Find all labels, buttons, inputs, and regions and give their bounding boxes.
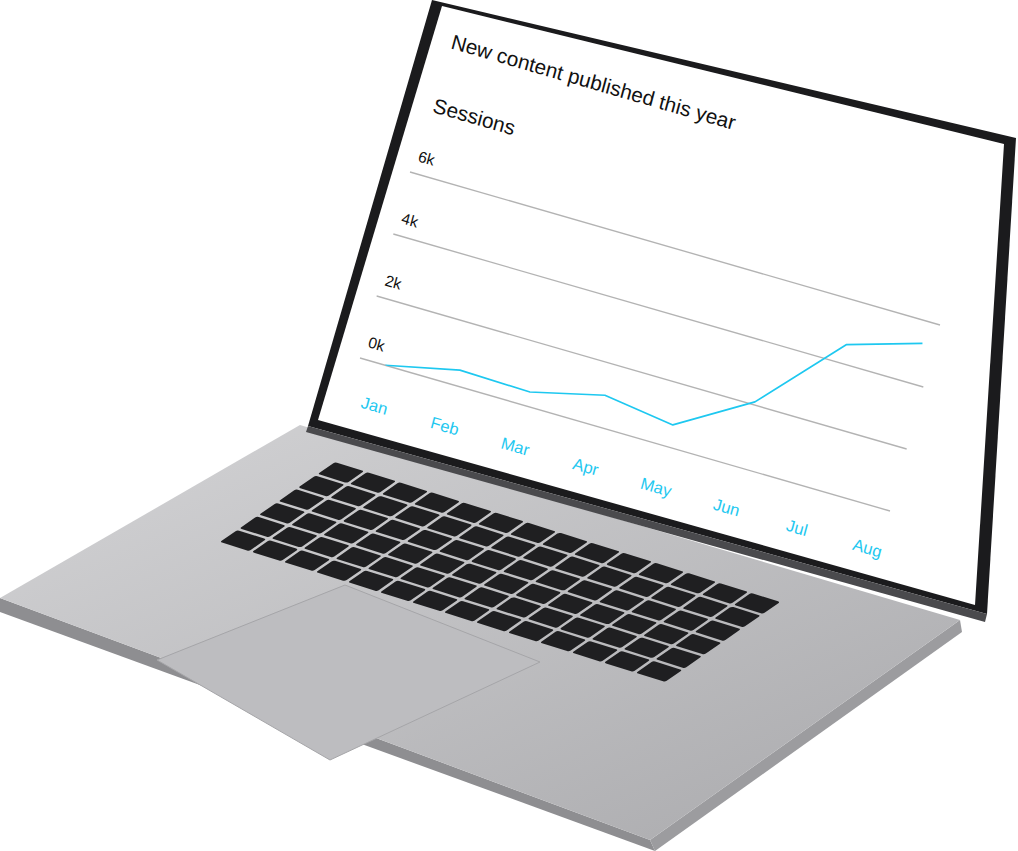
key [636, 661, 682, 682]
laptop-lid [308, 0, 1016, 614]
grid-line [393, 234, 923, 387]
x-tick-label: Feb [429, 413, 461, 439]
y-tick-label: 0k [366, 334, 386, 355]
grid-line [377, 296, 907, 449]
grid-line [410, 172, 940, 325]
x-tick-label: Jun [711, 495, 742, 521]
x-tick-label: Apr [571, 454, 601, 480]
y-tick-label: 4k [400, 210, 420, 231]
x-tick-label: Jul [784, 516, 809, 540]
y-tick-label: 2k [383, 272, 403, 293]
chart: New content published this yearSessions0… [347, 28, 982, 561]
y-axis-label: Sessions [431, 94, 518, 140]
x-tick-label: Aug [851, 535, 884, 562]
plot-area [385, 201, 922, 508]
screen [318, 6, 1004, 605]
x-tick-label: May [638, 474, 674, 501]
x-tick-label: Mar [499, 434, 532, 460]
scene: New content published this yearSessions0… [0, 0, 1018, 851]
y-tick-label: 6k [416, 148, 436, 169]
data-line [385, 201, 922, 508]
screen-clip: New content published this yearSessions0… [347, 28, 982, 561]
x-tick-label: Jan [359, 393, 390, 419]
trackpad [157, 585, 540, 760]
grid-line [360, 358, 890, 511]
